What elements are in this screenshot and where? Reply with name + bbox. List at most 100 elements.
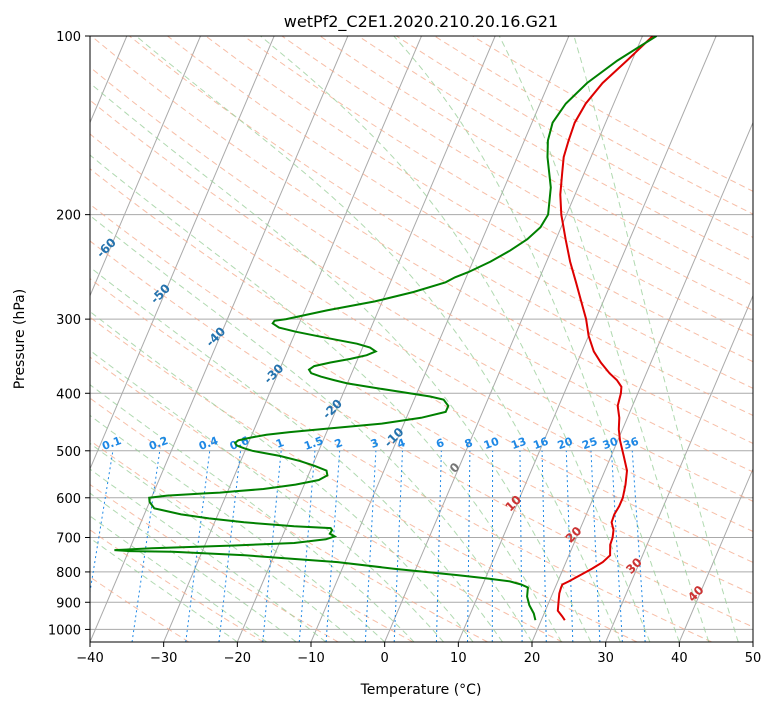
mixing-ratio-label: 1 [274,436,286,451]
x-tick-label: 0 [381,651,389,666]
y-tick-label: 900 [56,596,81,611]
isotherm-line [384,36,643,642]
isotherm-line [457,36,717,642]
mixing-ratio-line [541,450,547,642]
mixing-ratio-label: 0.1 [100,434,123,453]
mixing-ratio-line [631,450,646,642]
isotherm-line [752,640,753,642]
isotherm-line [678,467,753,642]
y-tick-label: 300 [56,313,81,328]
y-tick-label: 1000 [48,623,81,638]
mixing-ratio-label: 3 [369,436,381,451]
moist-adiabat [135,36,621,642]
mixing-ratio-label: 0.4 [197,434,220,453]
x-tick-label: −10 [297,651,324,666]
dewpoint-profile-line [114,36,658,621]
dry-adiabat [90,529,264,642]
x-tick-label: 30 [597,651,614,666]
reference-line-labels: 0.10.20.40.611.52346810131620253036-100-… [41,186,707,604]
dry-adiabat [90,240,753,628]
mixing-ratio-label: 0.2 [147,434,170,453]
y-tick-label: 500 [56,445,81,460]
moist-adiabat [90,468,327,642]
moist-adiabat [90,214,533,642]
dry-adiabat [357,36,753,262]
isotherm-label: -40 [203,324,228,349]
mixing-ratio-label: 16 [531,435,550,453]
dry-adiabat [90,36,753,444]
isotherm-line [236,36,496,642]
mixing-ratio-label: 13 [509,435,528,452]
mixing-ratio-line [131,450,161,642]
isotherm-line [531,121,753,642]
dry-adiabat [434,36,753,215]
mixing-ratio-line [590,450,601,642]
mixing-ratio-line [364,450,377,642]
mixing-ratio-line [262,450,282,642]
mixing-ratio-label: 25 [580,435,599,452]
isotherm-line [90,36,201,297]
x-tick-label: −40 [76,651,103,666]
isotherm-label: -20 [320,396,345,421]
mixing-ratio-line [519,450,523,642]
chart-title: wetPf2_C2E1.2020.210.20.16.G21 [284,12,558,32]
mixing-ratio-line [435,450,442,642]
dry-adiabat [281,36,753,311]
isotherm-label: 0 [447,460,463,476]
isotherm-label: -60 [94,235,119,260]
x-tick-label: 40 [671,651,688,666]
temperature-profile-line [556,36,654,621]
isotherm-label: -50 [148,281,173,306]
mixing-ratio-label: 2 [333,436,345,451]
dry-adiabat [129,36,753,417]
mixing-ratio-label: 8 [463,436,475,451]
dry-adiabat [90,277,712,642]
mixing-ratio-label: 10 [482,435,501,453]
mixing-ratio-label: 36 [622,435,641,453]
background-reference-lines [90,36,753,642]
dry-adiabat [90,440,414,642]
mixing-ratio-line [325,450,341,642]
dry-adiabat [90,483,339,642]
moist-adiabat [260,36,651,642]
moist-adiabat [573,36,739,642]
plot-frame [89,35,754,643]
mixing-ratio-line [565,450,574,642]
x-tick-label: 10 [450,651,467,666]
dry-adiabat [167,36,753,389]
isotherm-line [90,36,275,471]
axes: −40 −30 −20 −10 0 10 20 30 40 5010020030040050060… [48,30,761,666]
x-tick-label: −30 [150,651,177,666]
mixing-ratio-line [467,450,471,642]
moist-adiabat [90,492,297,642]
mixing-ratio-line [610,450,623,642]
y-tick-label: 200 [56,209,81,224]
isotherm-label: -70 [41,186,66,211]
moist-adiabat [393,36,680,642]
x-axis-label: Temperature (°C) [360,682,482,698]
dry-adiabat [243,36,753,337]
mixing-ratio-line [298,450,316,642]
moist-adiabat [90,384,415,642]
isotherm-line [605,294,753,642]
mixing-ratio-label: 4 [395,436,407,451]
dry-adiabat [90,397,488,642]
moist-adiabat [90,414,386,642]
dry-adiabat [90,316,638,642]
dry-adiabat [90,168,753,563]
y-tick-label: 700 [56,532,81,547]
y-tick-label: 600 [56,492,81,507]
dry-adiabat [90,356,563,642]
mixing-ratio-label: 20 [556,435,575,453]
moist-adiabat [90,537,238,642]
x-tick-label: −20 [224,651,251,666]
moist-adiabat [90,515,268,642]
moist-adiabat [90,266,503,642]
dry-adiabat [205,36,753,363]
y-tick-label: 800 [56,566,81,581]
y-tick-label: 100 [56,30,81,45]
x-tick-label: 20 [524,651,541,666]
y-tick-label: 400 [56,387,81,402]
x-tick-label: 50 [745,651,762,666]
